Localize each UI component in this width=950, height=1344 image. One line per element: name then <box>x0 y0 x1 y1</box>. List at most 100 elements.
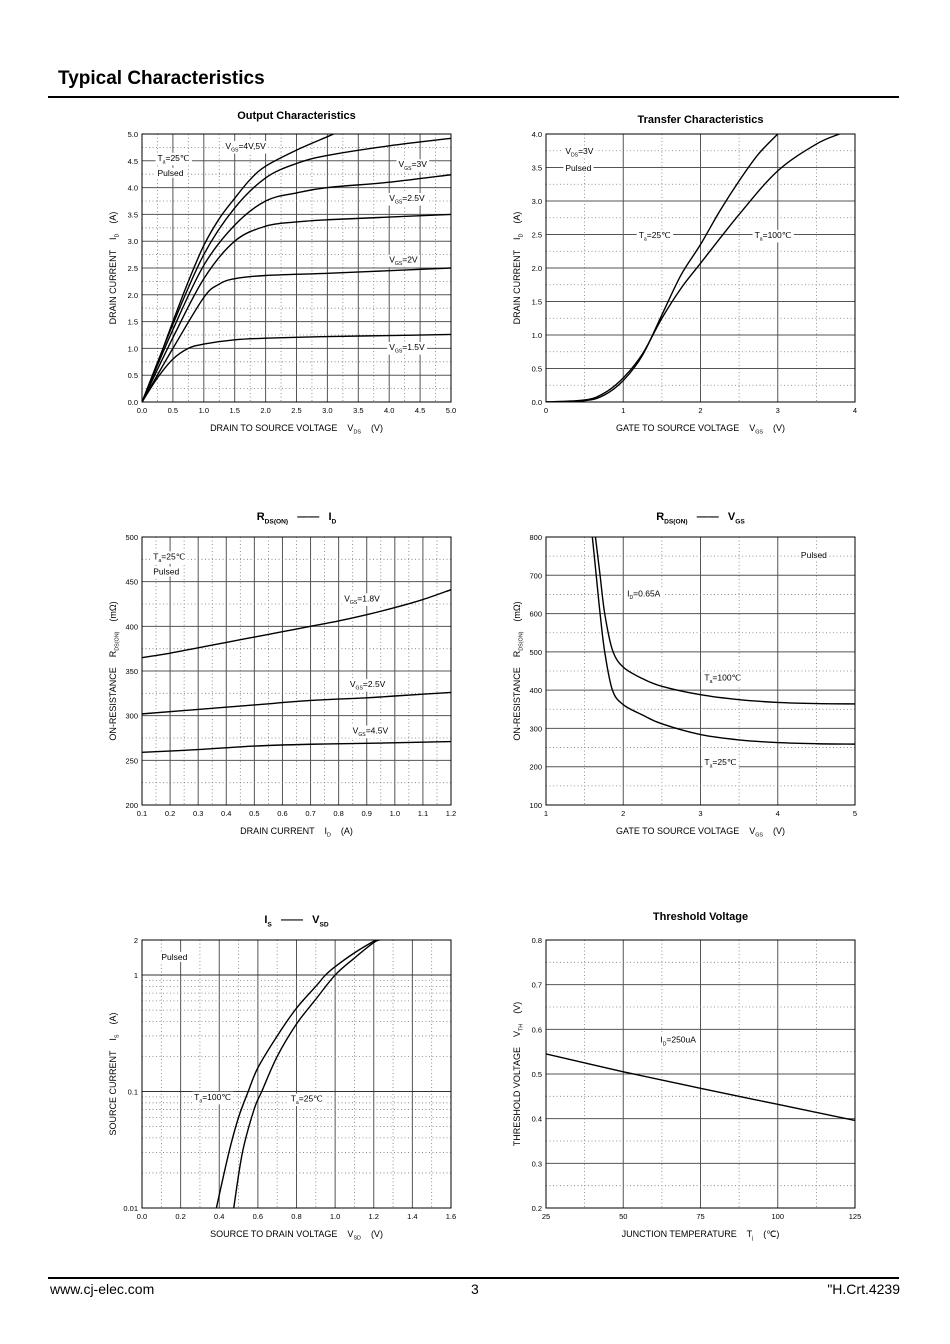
x-tick-label: 125 <box>849 1212 862 1221</box>
subscript-text: a <box>710 679 713 685</box>
annotation-label: VGS=1.8V <box>344 593 380 606</box>
annotation-label: Ta=25℃ <box>153 551 185 564</box>
subscript-text: j <box>751 1236 753 1242</box>
x-tick-label: 50 <box>619 1212 627 1221</box>
y-tick-label: 0.5 <box>128 371 138 380</box>
text-part: =2.5V <box>402 193 425 203</box>
y-tick-label: 800 <box>529 533 542 542</box>
y-tick-label: 200 <box>529 763 542 772</box>
text-part: (V) <box>763 423 785 433</box>
y-tick-label: 0.0 <box>532 398 542 407</box>
x-tick-label: 1.0 <box>330 1212 340 1221</box>
text-part: SOURCE TO DRAIN VOLTAGE V <box>210 1229 353 1239</box>
text-part: T <box>194 1092 199 1102</box>
x-tick-label: 0.5 <box>249 809 259 818</box>
chart-title: Transfer Characteristics <box>638 114 764 126</box>
series-line <box>142 213 451 402</box>
annotation-background <box>387 193 428 206</box>
text-part: (V) <box>361 1229 383 1239</box>
y-tick-label: 1.5 <box>532 298 542 307</box>
text-part: GATE TO SOURCE VOLTAGE V <box>616 423 755 433</box>
text-part: =2.5V <box>363 679 386 689</box>
text-part: —— I <box>288 511 331 523</box>
footer-rule <box>48 1277 899 1279</box>
y-tick-label: 300 <box>125 712 138 721</box>
x-tick-label: 0.8 <box>291 1212 301 1221</box>
y-tick-label: 3.5 <box>128 210 138 219</box>
annotation-label: Pulsed <box>801 550 827 560</box>
text-part: =250uA <box>666 1035 696 1045</box>
text-part: (mΩ) <box>108 601 118 631</box>
subscript-text: DS(ON) <box>265 518 288 525</box>
x-tick-label: 0 <box>544 406 548 415</box>
text-part: Pulsed <box>153 567 179 577</box>
annotation-background <box>636 229 674 243</box>
text-part: V <box>344 593 350 603</box>
subscript-text: TH <box>519 1024 525 1031</box>
text-part: —— V <box>272 914 320 926</box>
series-line <box>142 740 451 753</box>
x-tick-label: 0.8 <box>333 809 343 818</box>
text-part: =0.65A <box>633 588 661 598</box>
annotation-label: Ta=25℃ <box>639 230 671 243</box>
footer-website[interactable]: www.cj-elec.com <box>50 1281 155 1297</box>
chart-1: 0.0 0.5 1.0 1.5 2.0 2.5 3.0 3.5 4.0 4.5 5.0 0.0 0.5 1… <box>108 110 456 436</box>
annotation-background <box>625 588 663 601</box>
x-tick-label: 2.0 <box>260 406 270 415</box>
subscript-text: GS <box>735 518 745 525</box>
text-part: =3V <box>578 146 594 156</box>
text-part: (A) <box>512 212 522 234</box>
text-part: —— V <box>688 511 736 523</box>
plot-frame <box>141 536 452 806</box>
x-tick-label: 3 <box>776 406 780 415</box>
y-tick-label: 3.5 <box>532 164 542 173</box>
x-tick-label: 1.2 <box>446 809 456 818</box>
annotation-label: Ta=25℃ <box>704 757 736 770</box>
y-tick-label: 0.5 <box>532 1070 542 1079</box>
text-part: JUNCTION TEMPERATURE T <box>622 1229 753 1239</box>
annotation-background <box>387 254 420 268</box>
series-line <box>142 134 334 402</box>
y-tick-label: 350 <box>125 667 138 676</box>
text-part: =2V <box>402 255 418 265</box>
subscript-text: GS <box>395 349 403 355</box>
annotation-label: VDS=3V <box>565 146 593 159</box>
x-tick-label: 25 <box>542 1212 550 1221</box>
y-tick-label: 2.0 <box>128 291 138 300</box>
annotation-label: Ta=25℃ <box>291 1094 323 1107</box>
series-line <box>142 589 451 659</box>
x-tick-label: 1.1 <box>418 809 428 818</box>
chart-title: Output Characteristics <box>237 110 356 122</box>
subscript-text: D <box>115 234 121 238</box>
annotation-label: Ta=100℃ <box>755 230 792 243</box>
x-tick-label: 1 <box>621 406 625 415</box>
y-tick-label: 500 <box>125 533 138 542</box>
y-tick-label: 0.8 <box>532 936 542 945</box>
x-axis-label: GATE TO SOURCE VOLTAGE VGS (V) <box>616 423 785 436</box>
subscript-text: a <box>163 159 166 165</box>
text-part: (A) <box>108 212 118 234</box>
series-line <box>591 537 855 745</box>
text-part: T <box>291 1094 296 1104</box>
y-tick-label: 4.0 <box>532 130 542 139</box>
x-tick-label: 0.0 <box>137 1212 147 1221</box>
plot-frame <box>545 133 856 403</box>
text-part: Output Characteristics <box>237 110 356 122</box>
text-part: =100℃ <box>202 1092 231 1102</box>
chart-title: IS —— VSD <box>264 914 329 928</box>
text-part: =25℃ <box>161 551 185 561</box>
annotation-background <box>702 672 744 686</box>
text-part: R <box>257 511 265 523</box>
text-part: DRAIN CURRENT I <box>108 238 118 325</box>
annotation-label: Pulsed <box>157 168 183 178</box>
y-tick-label: 3.0 <box>532 197 542 206</box>
footer-document-code: "H.Crt.4239 <box>827 1281 900 1297</box>
series-line <box>215 940 378 1208</box>
subscript-text: a <box>710 763 713 769</box>
y-tick-label: 0.2 <box>532 1204 542 1213</box>
annotation-background <box>387 342 428 355</box>
text-part: (V) <box>361 423 383 433</box>
x-tick-label: 4 <box>776 809 780 818</box>
y-tick-label: 0.1 <box>128 1088 138 1097</box>
